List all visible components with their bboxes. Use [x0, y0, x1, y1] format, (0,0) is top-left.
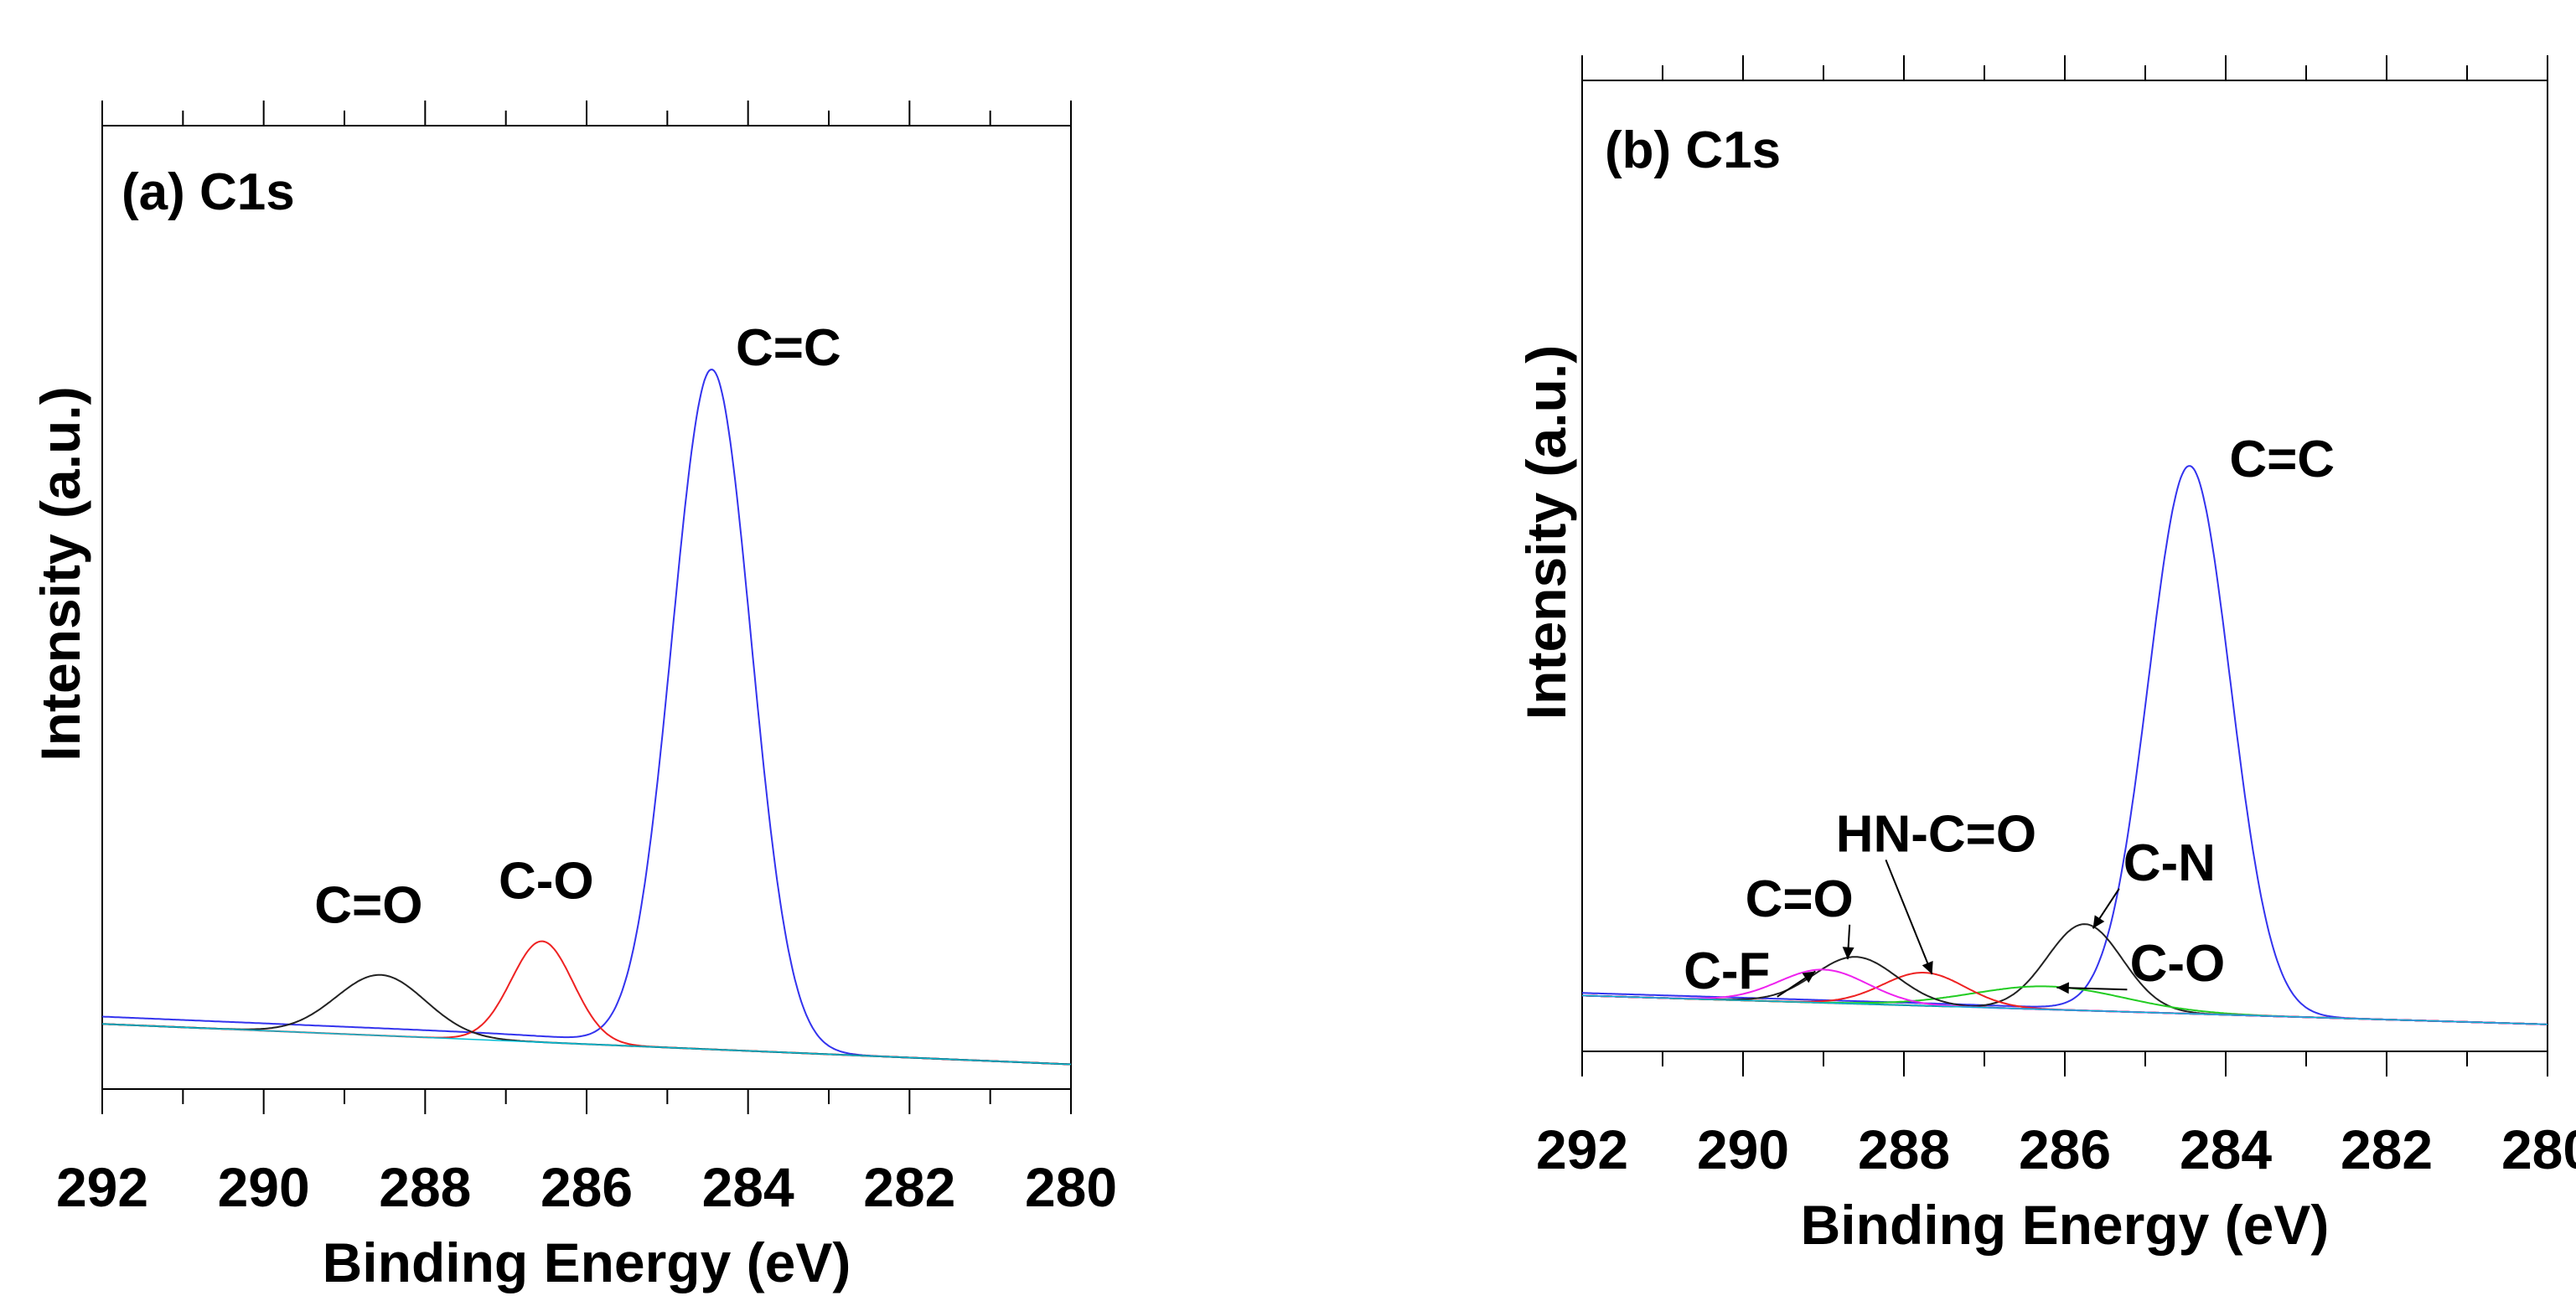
panel-label: (b) C1s [1605, 121, 1781, 179]
annotation-c-o: C=O [1746, 870, 1854, 928]
x-tick-label: 290 [1697, 1118, 1789, 1180]
annotation-c-o: C=O [314, 877, 422, 935]
x-tick-label: 292 [56, 1156, 148, 1218]
y-axis-title: Intensity (a.u.) [29, 386, 91, 761]
annotation-c-n: C-N [2123, 834, 2216, 892]
x-tick-label: 290 [218, 1156, 310, 1218]
annotation-leader [1885, 860, 1933, 975]
x-tick-label: 280 [2501, 1118, 2576, 1180]
x-tick-label: 288 [379, 1156, 471, 1218]
y-axis-title: Intensity (a.u.) [1515, 345, 1577, 720]
series-line-c-c [1582, 465, 2548, 1025]
series-line-c-o [101, 940, 1072, 1066]
annotation-c-o: C-O [499, 853, 594, 911]
x-tick-label: 292 [1536, 1118, 1628, 1180]
x-tick-label: 282 [2341, 1118, 2433, 1180]
chart-panel-b: 292 290 288 286 284 282 280 Binding Energy (eV)… [1515, 55, 2576, 1256]
x-tick-label: 282 [863, 1156, 955, 1218]
x-axis-title: Binding Energy (eV) [1801, 1194, 2330, 1256]
x-tick-label: 286 [2019, 1118, 2111, 1180]
plot-frame [1581, 80, 2548, 1052]
x-tick-label: 284 [702, 1156, 794, 1218]
annotation-arrowhead [2056, 982, 2069, 994]
annotation-arrowhead [1842, 947, 1854, 960]
x-tick-label: 286 [541, 1156, 633, 1218]
background-baseline [1581, 994, 2548, 1025]
series-line-c-o [101, 973, 1072, 1066]
annotation-c-c: C=C [2229, 431, 2335, 488]
annotation-arrowhead [2092, 915, 2105, 929]
x-tick-label: 280 [1025, 1156, 1117, 1218]
x-axis-title: Binding Energy (eV) [323, 1231, 851, 1293]
annotation-arrowhead [1922, 961, 1933, 975]
x-tick-label: 284 [2180, 1118, 2272, 1180]
annotation-arrowhead [1802, 971, 1816, 983]
annotation-c-o: C-O [2130, 935, 2226, 993]
chart-panel-a: 292 290 288 286 284 282 280 Binding Energy (eV)… [29, 101, 1117, 1293]
plot-frame [101, 125, 1072, 1090]
panel-label: (a) C1s [122, 163, 295, 221]
background-baseline [101, 1023, 1072, 1066]
x-tick-label: 288 [1858, 1118, 1950, 1180]
annotation-c-c: C=C [736, 319, 841, 377]
annotation-hn-c-o: HN-C=O [1836, 805, 2036, 863]
series-line-c-c [101, 369, 1072, 1066]
annotation-c-f: C-F [1684, 942, 1770, 1000]
